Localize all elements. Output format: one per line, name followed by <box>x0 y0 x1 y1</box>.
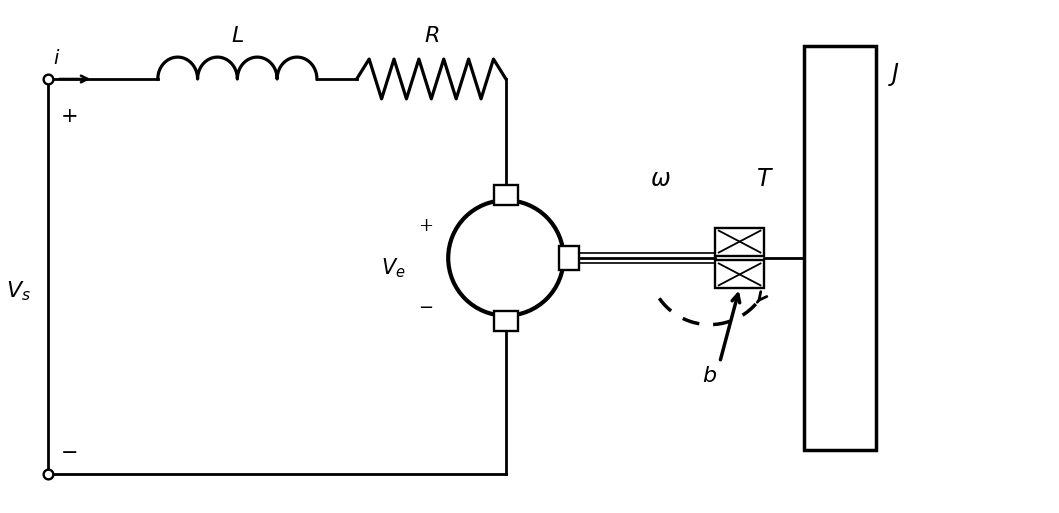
Text: $L$: $L$ <box>231 25 244 47</box>
Text: $i$: $i$ <box>53 49 60 68</box>
Text: +: + <box>60 107 78 126</box>
Bar <box>715 261 765 288</box>
Text: $\omega$: $\omega$ <box>649 168 670 191</box>
Bar <box>558 246 578 270</box>
Text: $R$: $R$ <box>424 25 439 47</box>
Text: $T$: $T$ <box>755 168 773 191</box>
Text: $V_e$: $V_e$ <box>380 256 406 280</box>
Bar <box>493 311 518 330</box>
Bar <box>578 253 715 263</box>
Text: $b$: $b$ <box>702 365 717 387</box>
Bar <box>715 228 765 255</box>
Text: $J$: $J$ <box>887 61 900 88</box>
Text: $V_s$: $V_s$ <box>5 280 31 303</box>
Bar <box>493 185 518 205</box>
Text: $-$: $-$ <box>60 442 77 461</box>
Bar <box>804 46 876 450</box>
Text: +: + <box>418 217 433 235</box>
Text: $-$: $-$ <box>418 297 433 315</box>
